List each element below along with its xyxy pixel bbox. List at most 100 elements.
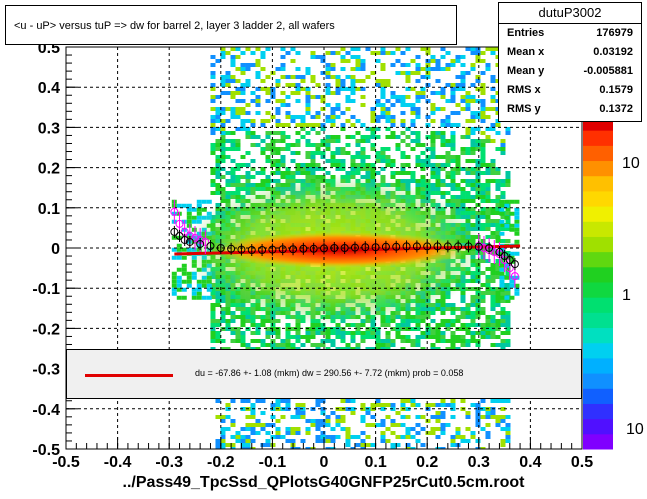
heatmap-cell (220, 55, 226, 59)
heatmap-cell (365, 443, 371, 447)
heatmap-cell (420, 179, 426, 183)
heatmap-cell (235, 175, 241, 179)
heatmap-cell (440, 135, 446, 139)
heatmap-cell (485, 279, 491, 283)
heatmap-cell (375, 103, 381, 107)
heatmap-cell (315, 327, 321, 331)
heatmap-cell (380, 323, 386, 327)
color-scale-band (583, 357, 613, 374)
heatmap-cell (390, 95, 396, 99)
heatmap-cell (265, 159, 271, 163)
heatmap-cell (360, 155, 366, 159)
heatmap-cell (405, 71, 411, 75)
heatmap-cell (514, 199, 520, 204)
heatmap-cell (470, 151, 476, 155)
heatmap-cell (485, 319, 491, 323)
heatmap-cell (450, 91, 456, 95)
heatmap-cell (171, 279, 177, 284)
heatmap-cell (480, 103, 486, 107)
heatmap-cell (240, 107, 246, 111)
heatmap-cell (350, 163, 356, 167)
heatmap-cell (485, 335, 491, 339)
heatmap-cell (330, 123, 336, 127)
heatmap-cell (215, 299, 221, 303)
heatmap-cell (500, 215, 506, 219)
heatmap-cell (470, 199, 476, 203)
heatmap-cell (240, 51, 246, 55)
heatmap-cell (450, 95, 456, 99)
heatmap-cell (455, 327, 461, 331)
heatmap-cell (305, 87, 311, 91)
heatmap-cell (225, 443, 231, 447)
heatmap-cell (215, 171, 221, 175)
heatmap-cell (230, 303, 236, 307)
heatmap-cell (475, 159, 481, 163)
heatmap-cell (265, 443, 271, 447)
profile-point-black (309, 244, 318, 253)
heatmap-cell (330, 439, 336, 443)
heatmap-cell (509, 279, 515, 284)
stats-box: dutuP3002 Entries 176979 Mean x 0.03192 … (498, 2, 642, 122)
heatmap-cell (400, 111, 406, 115)
heatmap-cell (325, 423, 331, 427)
heatmap-cell (390, 447, 396, 449)
heatmap-cell (380, 83, 386, 87)
heatmap-cell (410, 319, 416, 323)
heatmap-cell (220, 135, 226, 139)
heatmap-cell (485, 331, 491, 335)
heatmap-cell (410, 339, 416, 343)
heatmap-cell (420, 67, 426, 71)
heatmap-cell (385, 155, 391, 159)
heatmap-cell (310, 155, 316, 159)
profile-point-magenta (490, 248, 499, 257)
heatmap-cell (410, 343, 416, 347)
heatmap-cell (225, 51, 231, 55)
heatmap-cell (380, 167, 386, 171)
heatmap-cell (360, 123, 366, 127)
heatmap-cell (485, 315, 491, 319)
heatmap-cell (415, 91, 421, 95)
heatmap-cell (445, 99, 451, 103)
heatmap-cell (470, 67, 476, 71)
heatmap-cell (365, 163, 371, 167)
heatmap-cell (490, 263, 496, 267)
heatmap-cell (300, 403, 306, 407)
heatmap-cell (330, 51, 336, 55)
heatmap-cell (495, 323, 501, 327)
heatmap-cell (220, 435, 226, 439)
heatmap-cell (435, 91, 441, 95)
heatmap-cell (176, 287, 182, 292)
heatmap-cell (450, 199, 456, 203)
heatmap-cell (325, 419, 331, 423)
heatmap-cell (290, 91, 296, 95)
heatmap-cell (176, 203, 182, 208)
heatmap-cell (460, 55, 466, 59)
heatmap-cell (280, 135, 286, 139)
heatmap-cell (475, 419, 481, 423)
z-tick-label-upper: 10 (622, 155, 640, 172)
heatmap-cell (255, 323, 261, 327)
heatmap-cell (265, 143, 271, 147)
heatmap-cell (465, 331, 471, 335)
heatmap-cell (475, 147, 481, 151)
heatmap-cell (475, 331, 481, 335)
heatmap-cell (325, 439, 331, 443)
heatmap-cell (320, 155, 326, 159)
heatmap-cell (495, 235, 501, 239)
heatmap-cell (500, 427, 506, 431)
heatmap-cell (275, 67, 281, 71)
heatmap-cell (260, 315, 266, 319)
heatmap-cell (245, 111, 251, 115)
heatmap-cell (415, 79, 421, 83)
heatmap-cell (455, 55, 461, 59)
heatmap-cell (325, 83, 331, 87)
heatmap-cell (485, 167, 491, 171)
heatmap-cell (460, 343, 466, 347)
heatmap-cell (220, 131, 226, 135)
heatmap-cell (290, 83, 296, 87)
heatmap-cell (405, 135, 411, 139)
heatmap-cell (445, 423, 451, 427)
heatmap-cell (345, 427, 351, 431)
heatmap-cell (390, 443, 396, 447)
heatmap-cell (370, 127, 376, 131)
